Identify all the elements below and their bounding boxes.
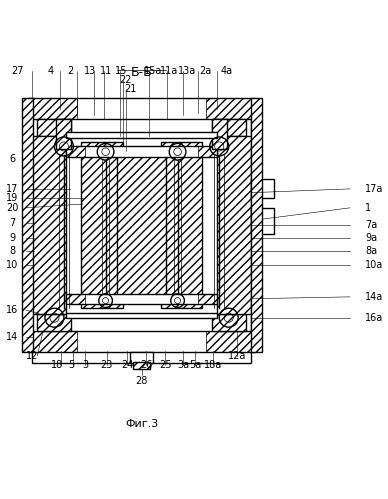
Bar xyxy=(212,314,246,331)
Bar xyxy=(66,294,85,304)
Bar xyxy=(251,98,262,352)
Text: 16: 16 xyxy=(6,305,18,315)
Bar xyxy=(206,98,255,119)
Text: 10: 10 xyxy=(6,259,18,269)
Text: 11a: 11a xyxy=(160,66,178,76)
Text: 15a: 15a xyxy=(144,66,162,76)
Bar xyxy=(28,98,77,119)
Text: 11: 11 xyxy=(99,66,112,76)
Text: Б-Б: Б-Б xyxy=(131,66,152,79)
Bar xyxy=(212,119,227,149)
Text: 2a: 2a xyxy=(199,66,211,76)
Text: 9: 9 xyxy=(9,233,15,243)
Text: 26: 26 xyxy=(140,360,152,370)
Bar xyxy=(28,331,77,352)
Bar xyxy=(28,98,255,119)
Text: 13: 13 xyxy=(84,66,97,76)
Bar xyxy=(32,105,251,363)
Text: 24: 24 xyxy=(121,360,133,370)
Bar xyxy=(37,314,71,331)
Text: 2: 2 xyxy=(67,66,73,76)
Text: 8a: 8a xyxy=(365,247,377,256)
Bar xyxy=(32,136,66,314)
Bar xyxy=(117,155,166,295)
Text: 21: 21 xyxy=(124,84,137,94)
Text: 12: 12 xyxy=(26,351,38,361)
Bar xyxy=(217,136,251,314)
Bar xyxy=(37,119,71,136)
Bar xyxy=(161,142,202,308)
Bar xyxy=(251,180,274,198)
Text: 7a: 7a xyxy=(365,220,378,230)
Text: 15: 15 xyxy=(115,66,128,76)
Bar xyxy=(81,142,123,308)
Bar xyxy=(37,314,71,331)
Text: 20: 20 xyxy=(6,203,18,213)
Text: 4a: 4a xyxy=(221,66,233,76)
Bar xyxy=(66,146,217,157)
Bar xyxy=(37,119,71,136)
Text: 1: 1 xyxy=(365,203,371,213)
Text: 5a: 5a xyxy=(189,360,201,370)
Text: 8: 8 xyxy=(9,247,15,256)
Bar xyxy=(198,294,217,304)
Bar xyxy=(206,331,255,352)
Text: 7: 7 xyxy=(9,218,15,228)
Text: 5: 5 xyxy=(68,360,74,370)
Text: 23: 23 xyxy=(100,360,113,370)
Text: 18a: 18a xyxy=(204,360,222,370)
Bar xyxy=(56,119,71,149)
Bar xyxy=(32,136,66,314)
Text: 4: 4 xyxy=(48,66,54,76)
Bar xyxy=(66,294,217,304)
Bar xyxy=(22,98,33,352)
Bar xyxy=(66,313,217,318)
Bar xyxy=(133,362,150,369)
Bar xyxy=(212,119,246,136)
Text: 25: 25 xyxy=(159,360,171,370)
Bar xyxy=(251,208,274,235)
Text: 14: 14 xyxy=(6,332,18,342)
Bar xyxy=(117,155,166,295)
Text: 12a: 12a xyxy=(228,351,246,361)
Text: 19: 19 xyxy=(6,193,18,204)
Text: 28: 28 xyxy=(135,376,148,386)
Text: 18: 18 xyxy=(51,360,64,370)
Text: 17: 17 xyxy=(6,184,18,194)
Text: 27: 27 xyxy=(11,66,24,76)
Bar xyxy=(28,331,255,352)
Bar xyxy=(212,119,246,136)
Bar xyxy=(130,352,153,363)
Bar xyxy=(66,146,85,157)
Bar xyxy=(212,119,227,149)
Bar xyxy=(56,119,71,149)
Bar xyxy=(198,146,217,157)
Text: 3a: 3a xyxy=(177,360,189,370)
Bar xyxy=(212,314,246,331)
Text: 16a: 16a xyxy=(365,313,383,323)
Text: 3: 3 xyxy=(82,360,88,370)
Text: Фиг.3: Фиг.3 xyxy=(125,420,158,430)
Text: 17a: 17a xyxy=(365,184,383,194)
Bar xyxy=(251,98,262,352)
Bar xyxy=(81,142,123,308)
Text: 6: 6 xyxy=(9,154,15,164)
Text: 13a: 13a xyxy=(178,66,196,76)
Text: 22: 22 xyxy=(119,75,132,85)
Text: 14a: 14a xyxy=(365,292,383,302)
Bar xyxy=(66,132,217,138)
Text: 10a: 10a xyxy=(365,259,383,269)
Text: 9a: 9a xyxy=(365,233,377,243)
Bar xyxy=(161,142,202,308)
Bar xyxy=(133,362,150,369)
Bar xyxy=(22,98,33,352)
Bar xyxy=(217,136,251,314)
